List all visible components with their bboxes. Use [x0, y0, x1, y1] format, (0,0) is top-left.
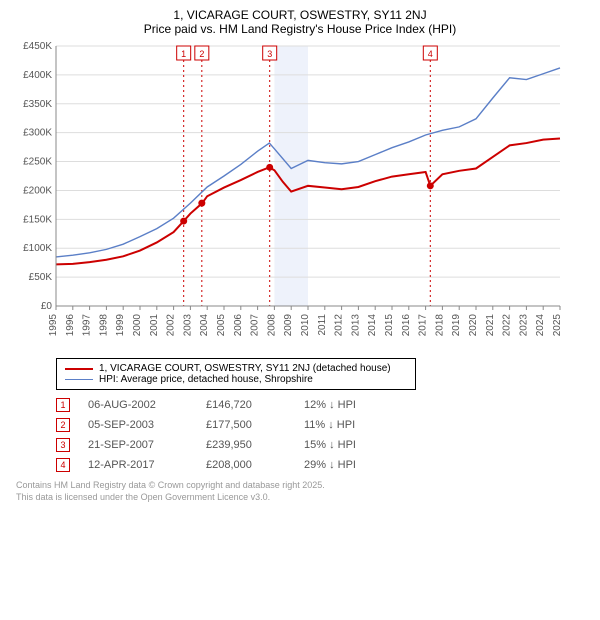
svg-text:2019: 2019 [451, 314, 462, 337]
svg-text:£50K: £50K [29, 272, 53, 283]
tx-diff: 11% ↓ HPI [304, 419, 394, 431]
marker-badge: 2 [56, 418, 70, 432]
legend-swatch [65, 368, 93, 370]
legend-row: 1, VICARAGE COURT, OSWESTRY, SY11 2NJ (d… [65, 363, 407, 374]
svg-text:£200K: £200K [23, 185, 52, 196]
svg-text:2001: 2001 [149, 314, 160, 337]
title-sub: Price paid vs. HM Land Registry's House … [8, 22, 592, 36]
svg-text:2010: 2010 [300, 314, 311, 337]
svg-text:2014: 2014 [367, 314, 378, 337]
svg-text:2002: 2002 [166, 314, 177, 337]
svg-text:2021: 2021 [485, 314, 496, 337]
svg-text:2003: 2003 [182, 314, 193, 337]
title-main: 1, VICARAGE COURT, OSWESTRY, SY11 2NJ [8, 8, 592, 22]
legend-row: HPI: Average price, detached house, Shro… [65, 374, 407, 385]
svg-text:2004: 2004 [199, 314, 210, 337]
svg-text:£300K: £300K [23, 128, 52, 139]
svg-text:2025: 2025 [552, 314, 563, 337]
svg-text:1999: 1999 [115, 314, 126, 337]
footer-note: Contains HM Land Registry data © Crown c… [16, 480, 592, 503]
tx-diff: 15% ↓ HPI [304, 439, 394, 451]
svg-text:£0: £0 [41, 301, 53, 312]
tx-date: 21-SEP-2007 [88, 439, 188, 451]
svg-text:2009: 2009 [283, 314, 294, 337]
tx-date: 12-APR-2017 [88, 459, 188, 471]
svg-text:2018: 2018 [434, 314, 445, 337]
svg-text:1995: 1995 [48, 314, 59, 337]
svg-text:£100K: £100K [23, 243, 52, 254]
marker-badge: 4 [56, 458, 70, 472]
svg-text:2020: 2020 [468, 314, 479, 337]
tx-price: £208,000 [206, 459, 286, 471]
svg-text:2023: 2023 [518, 314, 529, 337]
svg-text:2015: 2015 [384, 314, 395, 337]
svg-text:2005: 2005 [216, 314, 227, 337]
legend: 1, VICARAGE COURT, OSWESTRY, SY11 2NJ (d… [56, 358, 416, 390]
svg-text:2007: 2007 [250, 314, 261, 337]
tx-date: 05-SEP-2003 [88, 419, 188, 431]
svg-text:2011: 2011 [317, 314, 328, 336]
svg-text:2000: 2000 [132, 314, 143, 337]
svg-text:£150K: £150K [23, 214, 52, 225]
svg-text:2016: 2016 [401, 314, 412, 337]
svg-text:1996: 1996 [65, 314, 76, 337]
tx-diff: 12% ↓ HPI [304, 399, 394, 411]
chart-title-block: 1, VICARAGE COURT, OSWESTRY, SY11 2NJ Pr… [8, 8, 592, 36]
svg-text:2013: 2013 [350, 314, 361, 337]
svg-text:£250K: £250K [23, 157, 52, 168]
footer-line: Contains HM Land Registry data © Crown c… [16, 480, 592, 492]
svg-text:2008: 2008 [266, 314, 277, 337]
price-chart: £0 £50K £100K £150K £200K £250K £300K £350K £400… [8, 40, 568, 350]
svg-text:2: 2 [199, 49, 204, 59]
svg-text:2006: 2006 [233, 314, 244, 337]
tx-price: £146,720 [206, 399, 286, 411]
svg-text:1997: 1997 [82, 314, 93, 337]
marker-badge: 1 [56, 398, 70, 412]
table-row: 2 05-SEP-2003 £177,500 11% ↓ HPI [56, 418, 592, 432]
svg-text:2024: 2024 [535, 314, 546, 337]
svg-text:3: 3 [267, 49, 272, 59]
svg-text:2012: 2012 [334, 314, 345, 337]
footer-line: This data is licensed under the Open Gov… [16, 492, 592, 504]
legend-label: HPI: Average price, detached house, Shro… [99, 374, 313, 385]
table-row: 4 12-APR-2017 £208,000 29% ↓ HPI [56, 458, 592, 472]
table-row: 1 06-AUG-2002 £146,720 12% ↓ HPI [56, 398, 592, 412]
svg-text:1998: 1998 [98, 314, 109, 337]
tx-diff: 29% ↓ HPI [304, 459, 394, 471]
svg-text:2017: 2017 [418, 314, 429, 337]
svg-text:£400K: £400K [23, 70, 52, 81]
table-row: 3 21-SEP-2007 £239,950 15% ↓ HPI [56, 438, 592, 452]
chart-container: £0 £50K £100K £150K £200K £250K £300K £350K £400… [8, 40, 592, 350]
svg-text:£450K: £450K [23, 41, 52, 52]
legend-swatch [65, 379, 93, 380]
tx-date: 06-AUG-2002 [88, 399, 188, 411]
transaction-table: 1 06-AUG-2002 £146,720 12% ↓ HPI 2 05-SE… [56, 398, 592, 472]
marker-badge: 3 [56, 438, 70, 452]
svg-text:1: 1 [181, 49, 186, 59]
legend-label: 1, VICARAGE COURT, OSWESTRY, SY11 2NJ (d… [99, 363, 391, 374]
tx-price: £239,950 [206, 439, 286, 451]
svg-text:4: 4 [428, 49, 433, 59]
tx-price: £177,500 [206, 419, 286, 431]
svg-text:£350K: £350K [23, 99, 52, 110]
svg-text:2022: 2022 [502, 314, 513, 337]
